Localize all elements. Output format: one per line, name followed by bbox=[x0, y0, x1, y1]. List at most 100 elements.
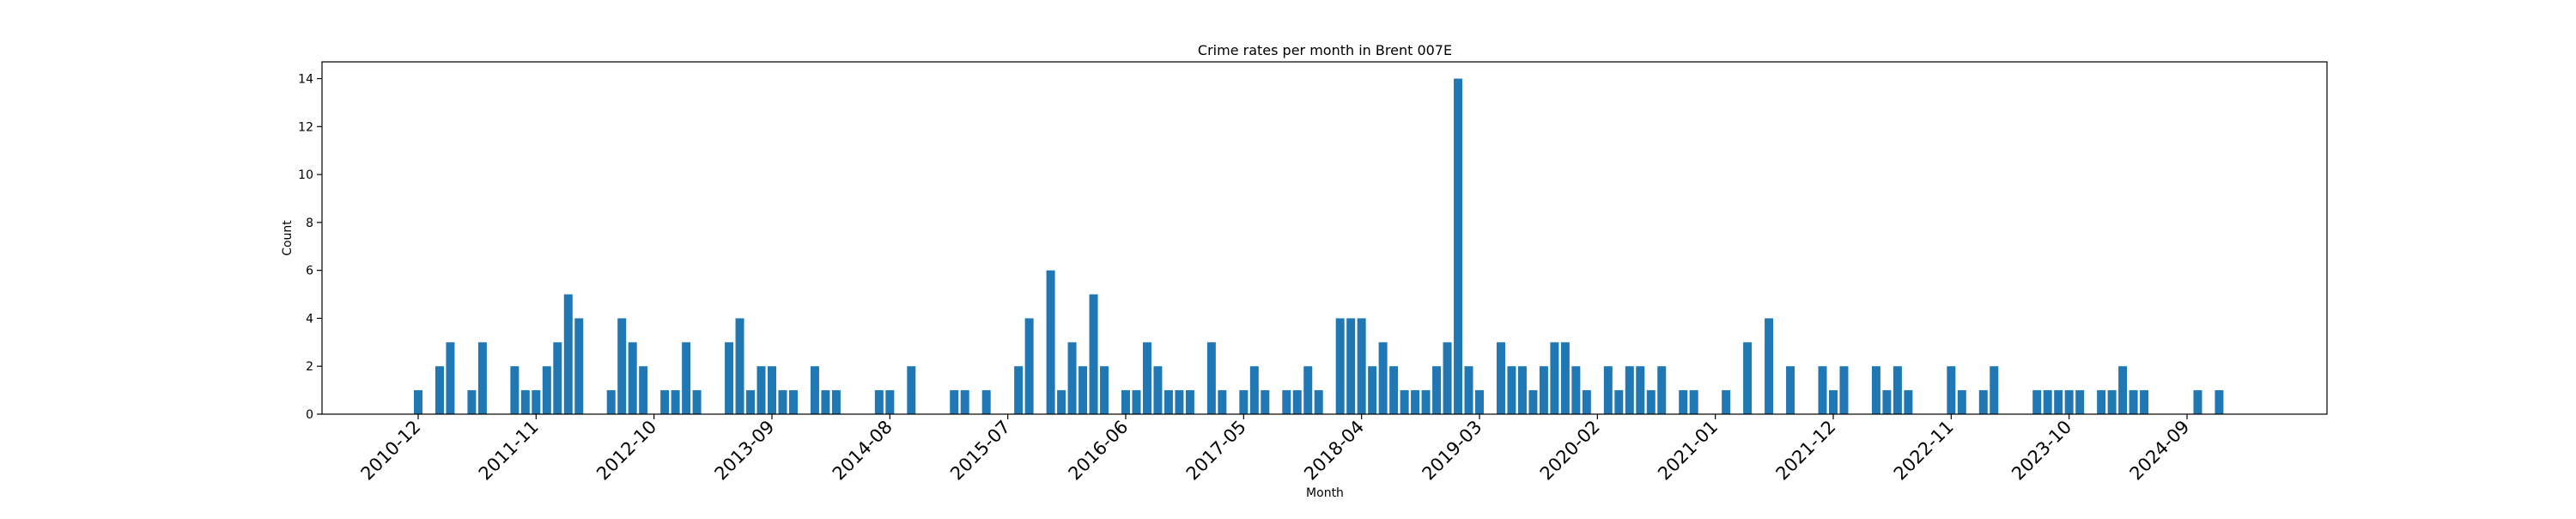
bar-2011-09 bbox=[510, 366, 519, 414]
bars-group bbox=[414, 78, 2224, 415]
bar-2011-02 bbox=[434, 366, 444, 414]
bar-2017-10 bbox=[1292, 390, 1302, 414]
bar-2011-11 bbox=[532, 390, 541, 414]
bar-2022-05 bbox=[1882, 390, 1892, 414]
bar-2016-02 bbox=[1078, 366, 1088, 414]
bar-2023-07 bbox=[2032, 390, 2042, 414]
bar-2022-07 bbox=[1904, 390, 1913, 414]
bar-2012-12 bbox=[671, 390, 680, 414]
bar-2020-10 bbox=[1679, 390, 1688, 414]
y-tick-label: 12 bbox=[298, 120, 313, 134]
x-tick-label: 2017-05 bbox=[1182, 417, 1250, 485]
bar-2011-06 bbox=[477, 342, 487, 414]
x-tick-label: 2024-09 bbox=[2126, 417, 2194, 485]
bar-2016-03 bbox=[1089, 294, 1098, 414]
bar-2024-03 bbox=[2118, 366, 2128, 414]
x-tick-label: 2010-12 bbox=[357, 417, 425, 485]
bar-2020-11 bbox=[1689, 390, 1698, 414]
bar-2018-03 bbox=[1346, 318, 1356, 414]
x-axis: 2010-12 2011-11 2012-10 2013-09 2014-08 2015-… bbox=[357, 414, 2194, 485]
bar-2019-01 bbox=[1454, 78, 1463, 415]
bar-2020-05 bbox=[1625, 366, 1634, 414]
x-tick-label: 2021-01 bbox=[1654, 417, 1722, 485]
bar-2017-11 bbox=[1303, 366, 1313, 414]
bar-2016-10 bbox=[1163, 390, 1173, 414]
bar-2019-06 bbox=[1507, 366, 1516, 414]
bar-2013-02 bbox=[692, 390, 702, 414]
bar-2019-03 bbox=[1475, 390, 1484, 414]
y-axis-label: Count bbox=[281, 220, 295, 256]
bar-2024-12 bbox=[2215, 390, 2224, 414]
bar-2018-12 bbox=[1443, 342, 1452, 414]
bar-2024-05 bbox=[2140, 390, 2149, 414]
bar-2010-12 bbox=[414, 390, 422, 414]
bar-2012-02 bbox=[563, 294, 573, 414]
y-tick-label: 10 bbox=[298, 168, 313, 182]
bar-2017-09 bbox=[1282, 390, 1291, 414]
bar-2022-11 bbox=[1947, 366, 1956, 414]
bar-2017-07 bbox=[1261, 390, 1270, 414]
bar-2019-12 bbox=[1571, 366, 1581, 414]
bar-2021-11 bbox=[1818, 366, 1827, 414]
bar-2021-08 bbox=[1786, 366, 1795, 414]
bar-2017-12 bbox=[1314, 390, 1323, 414]
bar-2013-07 bbox=[746, 390, 756, 414]
bar-2016-06 bbox=[1121, 390, 1130, 414]
bar-2014-02 bbox=[821, 390, 830, 414]
bar-2014-10 bbox=[907, 366, 916, 414]
bar-2015-09 bbox=[1024, 318, 1034, 414]
bar-2012-07 bbox=[617, 318, 627, 414]
bar-2013-05 bbox=[725, 342, 734, 414]
y-axis: 0 2 4 6 8 10 12 14 bbox=[298, 73, 322, 422]
bar-2011-05 bbox=[467, 390, 477, 414]
bar-2020-01 bbox=[1582, 390, 1591, 414]
bar-2022-01 bbox=[1839, 366, 1849, 414]
bar-2011-10 bbox=[520, 390, 530, 414]
x-tick-label: 2018-04 bbox=[1300, 417, 1368, 485]
bar-2023-08 bbox=[2043, 390, 2052, 414]
chart-title: Crime rates per month in Brent 007E bbox=[1198, 42, 1452, 58]
bar-2022-12 bbox=[1957, 390, 1966, 414]
x-tick-label: 2011-11 bbox=[475, 417, 543, 485]
bar-2015-02 bbox=[950, 390, 959, 414]
y-tick-label: 2 bbox=[306, 360, 313, 374]
bar-2018-09 bbox=[1411, 390, 1420, 414]
bar-2023-02 bbox=[1978, 390, 1988, 414]
bar-2020-03 bbox=[1603, 366, 1613, 414]
bar-2019-11 bbox=[1560, 342, 1570, 414]
bar-2015-08 bbox=[1014, 366, 1024, 414]
x-tick-label: 2014-08 bbox=[829, 417, 896, 485]
bar-2018-10 bbox=[1421, 390, 1431, 414]
y-tick-label: 0 bbox=[306, 408, 313, 422]
bar-2013-11 bbox=[788, 390, 798, 414]
bar-2017-02 bbox=[1206, 342, 1216, 414]
bar-2014-01 bbox=[810, 366, 819, 414]
bar-2021-06 bbox=[1765, 318, 1774, 414]
bar-2019-07 bbox=[1517, 366, 1527, 414]
bar-2024-02 bbox=[2107, 390, 2117, 414]
y-tick-label: 4 bbox=[306, 312, 313, 326]
bar-2021-02 bbox=[1722, 390, 1731, 414]
bar-2023-09 bbox=[2054, 390, 2063, 414]
plot-frame bbox=[321, 61, 2328, 415]
x-tick-label: 2021-12 bbox=[1772, 417, 1840, 485]
bar-2018-04 bbox=[1357, 318, 1366, 414]
x-tick-label: 2016-06 bbox=[1065, 417, 1133, 485]
bar-2023-10 bbox=[2064, 390, 2074, 414]
bar-2019-05 bbox=[1496, 342, 1505, 414]
bar-2012-08 bbox=[628, 342, 637, 414]
bar-2018-05 bbox=[1368, 366, 1377, 414]
x-axis-label: Month bbox=[1306, 486, 1344, 500]
bar-2016-08 bbox=[1142, 342, 1151, 414]
x-tick-label: 2023-10 bbox=[2008, 417, 2075, 485]
bar-2013-01 bbox=[682, 342, 691, 414]
bar-2013-10 bbox=[778, 390, 787, 414]
y-tick-label: 8 bbox=[306, 217, 313, 230]
x-tick-label: 2020-02 bbox=[1536, 417, 1604, 485]
bar-2016-09 bbox=[1153, 366, 1163, 414]
bar-2022-06 bbox=[1893, 366, 1902, 414]
bar-2019-10 bbox=[1550, 342, 1559, 414]
bar-2016-11 bbox=[1175, 390, 1184, 414]
bar-2016-04 bbox=[1100, 366, 1109, 414]
